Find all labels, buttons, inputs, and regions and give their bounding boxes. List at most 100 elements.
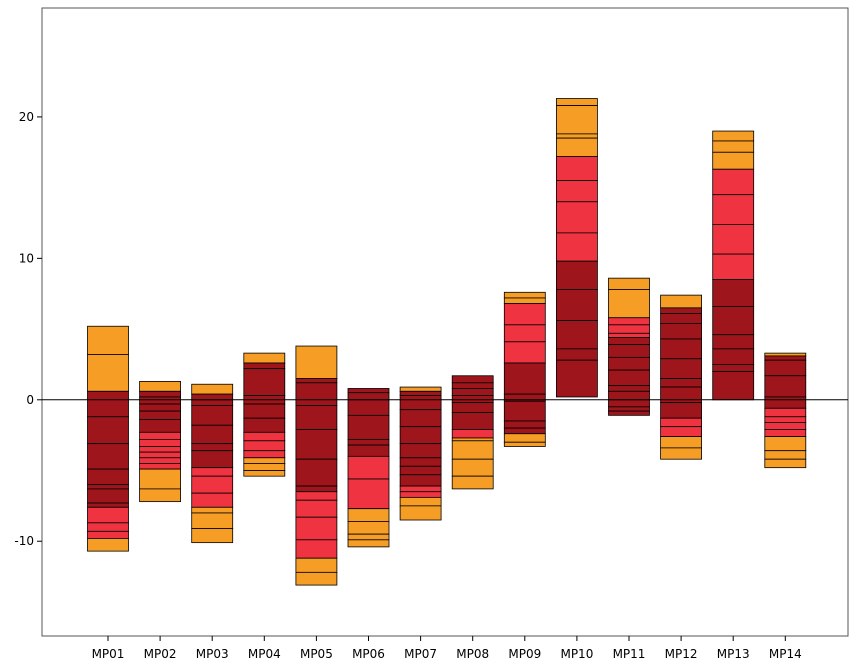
bar-segment [243,450,286,459]
bar-segment [243,403,286,419]
bar-segment [87,522,129,532]
bar-segment [660,307,702,314]
x-tick-label: MP09 [508,647,541,661]
bar-segment [243,368,286,396]
bar-segment [451,388,494,396]
bar-segment [347,444,390,457]
bar-segment [347,478,390,510]
bar-segment [712,371,755,401]
bar-segment [399,409,442,428]
bar-segment [608,332,650,338]
bar-segment [399,474,442,487]
y-tick-label: 10 [19,251,34,265]
bar-segment [556,156,598,181]
bar-segment [243,440,286,452]
bar-segment [503,441,546,447]
bar-segment [295,539,338,559]
bar-mp12 [660,294,702,460]
bar-mp11 [608,277,650,416]
bar-mp14 [764,352,807,469]
x-axis: MP01 MP02 MP03 MP04 MP05 MP06 MP07 MP08 MP09 MP10… [92,636,802,661]
bar-segment [295,429,338,460]
bar-segment [660,294,702,309]
bar-segment [243,352,286,364]
bar-segment [764,416,807,423]
bar-segment [712,334,755,350]
bar-segment [608,324,650,334]
bar-mp03 [191,383,234,544]
bar-segment [451,375,494,384]
bar-segment [139,396,182,405]
bar-segment [243,431,286,442]
bar-segment [660,338,702,360]
bar-segment [87,325,129,355]
bar-segment [347,539,390,548]
bar-segment [451,458,494,477]
bar-segment [556,289,598,321]
bar-segment [556,359,598,398]
bar-segment [87,468,129,486]
x-tick-label: MP02 [144,647,177,661]
bar-segment [191,450,234,469]
bar-segment [764,375,807,398]
bar-segment [139,463,182,470]
bar-segment [608,317,650,326]
bar-segment [660,378,702,388]
bar-segment [347,414,390,440]
bar-segment [660,426,702,437]
bar-segment [660,358,702,379]
bar-mp07 [399,386,442,521]
bar-segment [87,530,129,539]
bar-segment [399,390,442,396]
bar-segment [295,382,338,406]
bar-segment [87,416,129,445]
bar-segment [191,399,234,406]
bar-segment [295,405,338,430]
bar-segment [660,436,702,449]
bar-segment [87,502,129,508]
bar-segment [712,151,755,170]
bar-segment [608,277,650,290]
bar-segment [451,402,494,413]
bar-segment [764,359,807,377]
bar-segment [608,390,650,401]
bar-segment [139,457,182,464]
bar-segment [139,403,182,412]
bar-segment [87,488,129,504]
bar-segment [139,451,182,459]
x-tick-label: MP07 [404,647,437,661]
bar-segment [451,382,494,389]
bar-segment [712,140,755,153]
bar-segment [191,443,234,452]
bar-segment [556,180,598,203]
bar-segment [87,538,129,552]
bar-segment [347,455,390,480]
bar-segment [503,420,546,429]
bar-segment [556,105,598,135]
bar-segment [556,98,598,106]
bar-segment [295,571,338,586]
bar-segment [139,431,182,440]
bar-mp13 [712,130,755,401]
bar-segment [87,506,129,524]
bar-segment [139,488,182,503]
bar-segment [556,133,598,139]
x-tick-label: MP11 [613,647,646,661]
bar-segment [191,492,234,508]
bar-segment [191,467,234,477]
bar-segment [295,499,338,518]
bar-segment [556,260,598,290]
bar-segment [87,484,129,490]
bar-segment [764,407,807,418]
bar-segment [399,505,442,521]
bar-segment [660,402,702,419]
bar-segment [295,491,338,501]
bar-segment [764,450,807,460]
bar-segment [764,429,807,437]
bar-segment [191,475,234,494]
x-tick-label: MP08 [456,647,489,661]
bar-segment [347,521,390,535]
bar-segment [87,390,129,418]
bar-mp08 [451,375,494,490]
